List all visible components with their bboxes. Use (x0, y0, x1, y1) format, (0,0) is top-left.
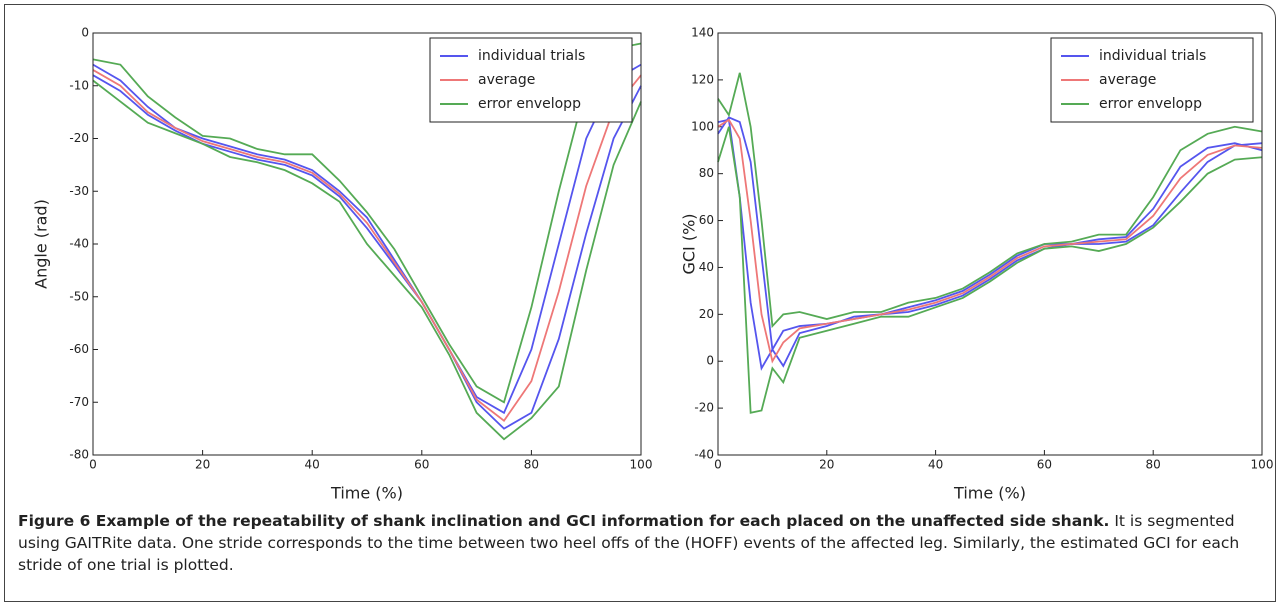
y-tick-label: -50 (69, 289, 89, 303)
y-tick-label: 20 (699, 307, 714, 321)
series-line (717, 118, 1263, 364)
y-tick-label: -70 (69, 395, 89, 409)
plot-frame (92, 32, 642, 456)
plot-frame (717, 32, 1263, 456)
legend-label: average (478, 72, 535, 88)
series-line (92, 79, 642, 441)
x-tick-label: 40 (928, 458, 943, 472)
series-line (92, 74, 642, 430)
y-tick-label: 0 (81, 26, 89, 40)
x-tick-label: 80 (1146, 458, 1161, 472)
x-tick-label: 80 (524, 458, 539, 472)
x-tick-label: 20 (819, 458, 834, 472)
y-tick-label: -40 (694, 448, 714, 462)
y-tick-label: 100 (691, 119, 714, 133)
x-axis-label: Time (%) (330, 484, 403, 503)
y-tick-label: 140 (691, 26, 714, 40)
caption: Figure 6 Example of the repeatability of… (18, 510, 1263, 576)
x-tick-label: 60 (1037, 458, 1052, 472)
y-tick-label: -30 (69, 184, 89, 198)
series-line (717, 126, 1263, 414)
x-tick-label: 100 (630, 458, 653, 472)
y-tick-label: 120 (691, 72, 714, 86)
legend-label: error envelopp (478, 96, 581, 112)
y-tick-label: 0 (706, 354, 714, 368)
legend-label: average (1099, 72, 1156, 88)
y-axis-label: GCI (%) (680, 213, 699, 274)
figure-frame (4, 4, 1276, 602)
x-tick-label: 0 (714, 458, 722, 472)
caption-text: It is segmented using GAITRite data. One… (18, 512, 1240, 574)
series-line (92, 69, 642, 423)
legend-label: error envelopp (1099, 96, 1202, 112)
y-tick-label: 80 (699, 166, 714, 180)
y-tick-label: 40 (699, 260, 714, 274)
caption-title: Figure 6 Example of the repeatability of… (18, 512, 1110, 530)
x-tick-label: 100 (1251, 458, 1274, 472)
series-line (717, 118, 1263, 371)
y-tick-label: -40 (69, 237, 89, 251)
y-tick-label: -80 (69, 448, 89, 462)
legend-label: individual trials (1099, 48, 1206, 64)
x-axis-label: Time (%) (953, 484, 1026, 503)
y-tick-label: -60 (69, 342, 89, 356)
y-tick-label: -20 (694, 401, 714, 415)
legend-label: individual trials (478, 48, 585, 64)
x-tick-label: 0 (89, 458, 97, 472)
series-line (717, 116, 1263, 368)
x-tick-label: 60 (414, 458, 429, 472)
x-tick-label: 20 (195, 458, 210, 472)
y-tick-label: -10 (69, 78, 89, 92)
y-axis-label: Angle (rad) (32, 199, 51, 289)
series-line (717, 72, 1263, 329)
series-line (92, 42, 642, 404)
y-tick-label: -20 (69, 131, 89, 145)
charts: -80 -70 -60 -50 -40 -30 -20 -10 0 0 20 40 60 80 100 Tim… (32, 26, 1274, 503)
x-tick-label: 40 (305, 458, 320, 472)
y-tick-label: 60 (699, 213, 714, 227)
